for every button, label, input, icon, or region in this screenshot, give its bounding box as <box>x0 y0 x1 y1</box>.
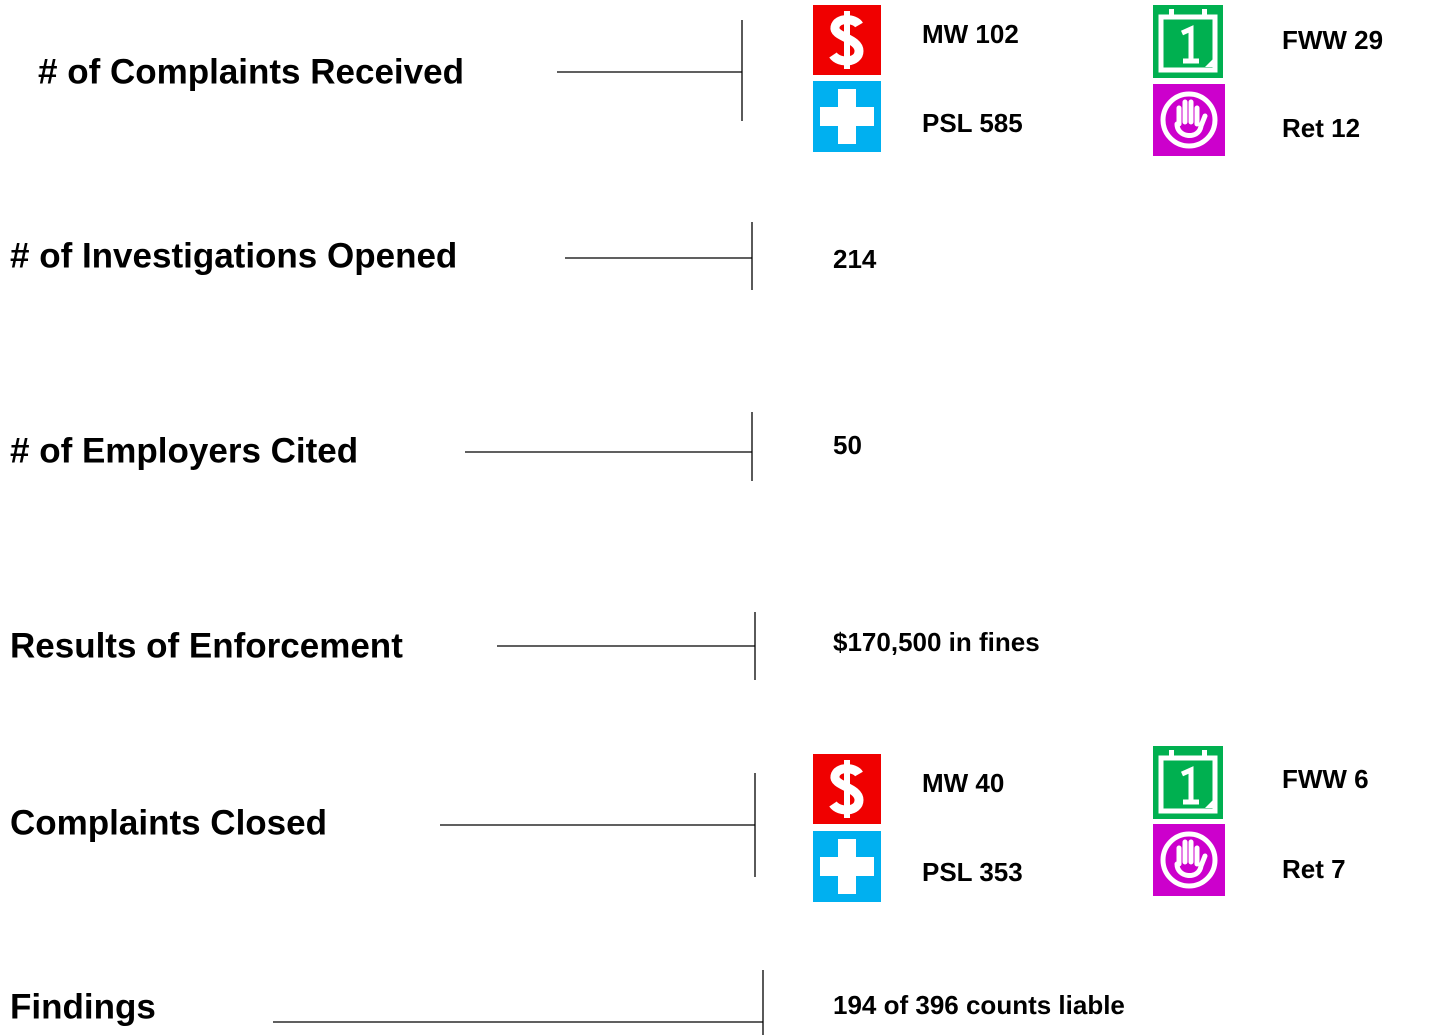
row-label: Findings <box>10 987 156 1026</box>
row-label: Complaints Closed <box>10 803 327 842</box>
item-value: PSL 353 <box>922 857 1023 887</box>
hand-icon <box>1153 824 1225 896</box>
row-label: # of Investigations Opened <box>10 236 457 275</box>
dollar-icon <box>813 5 881 75</box>
item-value: Ret 12 <box>1282 113 1360 143</box>
calendar-icon <box>1153 5 1223 78</box>
row-label: # of Complaints Received <box>38 52 464 91</box>
item-value: MW 102 <box>922 19 1019 49</box>
dollar-icon <box>813 754 881 824</box>
item-value: FWW 29 <box>1282 25 1383 55</box>
item-value: Ret 7 <box>1282 854 1346 884</box>
calendar-icon <box>1153 746 1223 819</box>
item-value: PSL 585 <box>922 108 1023 138</box>
row-value: 50 <box>833 430 862 460</box>
item-value: MW 40 <box>922 768 1004 798</box>
row-label: Results of Enforcement <box>10 626 403 665</box>
hand-icon <box>1153 84 1225 156</box>
row-label: # of Employers Cited <box>10 431 358 470</box>
row-value: 214 <box>833 244 877 274</box>
row-value: $170,500 in fines <box>833 627 1040 657</box>
plus-icon <box>813 81 881 152</box>
item-value: FWW 6 <box>1282 764 1369 794</box>
row-value: 194 of 396 counts liable <box>833 990 1125 1020</box>
plus-icon <box>813 831 881 902</box>
